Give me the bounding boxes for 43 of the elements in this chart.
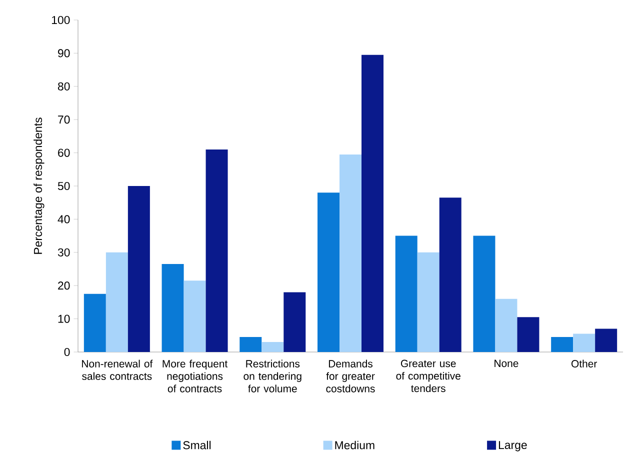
- bar: [128, 186, 150, 352]
- bar: [517, 317, 540, 352]
- bar: [495, 298, 518, 352]
- legend-label: Small: [183, 440, 211, 450]
- y-tick-label: 100: [52, 16, 70, 24]
- y-tick-label: 30: [58, 248, 70, 256]
- bar: [439, 198, 462, 352]
- bar: [395, 236, 418, 352]
- y-tick-label: 10: [58, 314, 70, 323]
- bar: [184, 280, 206, 352]
- y-tick-label: 90: [58, 49, 70, 58]
- y-tick-label: 80: [58, 82, 70, 90]
- x-tick-label: Restrictions on tendering for volume: [244, 360, 302, 392]
- bar: [284, 292, 306, 352]
- x-tick-label: More frequent negotiations of contracts: [162, 360, 228, 392]
- x-tick-label: Non-renewal of sales contracts: [82, 360, 153, 380]
- bar: [106, 252, 128, 352]
- bar: [84, 294, 106, 352]
- x-tick-label: None: [494, 360, 518, 368]
- bar: [362, 54, 384, 352]
- bar: [318, 192, 340, 352]
- bar: [162, 264, 184, 352]
- bar: [473, 236, 496, 352]
- x-tick-label: Other: [571, 360, 597, 368]
- bar: [340, 154, 362, 352]
- bar: [573, 334, 596, 352]
- bar: [595, 328, 618, 352]
- y-tick-label: 70: [58, 116, 70, 124]
- legend-label: Medium: [335, 440, 374, 450]
- x-tick-label: Demands for greater costdowns: [326, 360, 375, 392]
- x-tick-label: Greater use of competitive tenders: [396, 360, 460, 392]
- bar: [551, 337, 574, 352]
- y-tick-label: 60: [58, 148, 70, 157]
- bar: [206, 149, 228, 352]
- bar: [417, 252, 440, 352]
- legend-label: Large: [498, 441, 527, 452]
- bar: [240, 337, 262, 352]
- y-tick-label: 0: [64, 348, 70, 356]
- y-tick-label: 50: [58, 182, 70, 190]
- bar: [262, 342, 284, 352]
- y-tick-label: 20: [58, 282, 70, 290]
- y-tick-label: 40: [58, 215, 70, 224]
- y-axis-title: Percentage of respondents: [34, 118, 44, 254]
